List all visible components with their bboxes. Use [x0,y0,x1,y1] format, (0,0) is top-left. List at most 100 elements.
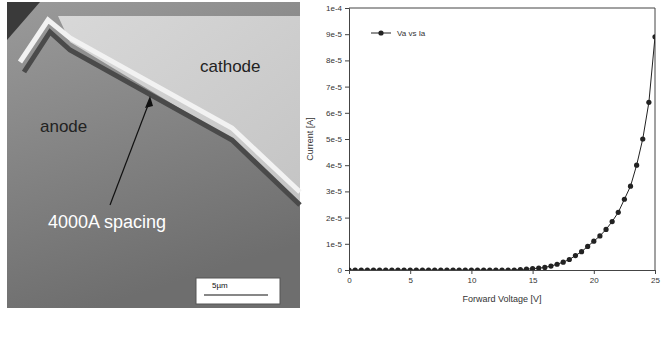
data-point [359,267,364,270]
frame-right [655,8,656,270]
data-point [512,267,517,270]
data-point [444,267,449,270]
data-point [518,267,523,270]
y-tick-label: 4e-5 [326,161,343,170]
data-point [371,267,376,270]
y-tick: 1e-4 [326,4,349,13]
data-point [420,267,425,270]
spacing-arrow [110,100,150,205]
data-point [432,267,437,270]
legend: Va vs Ia [371,29,426,38]
x-tick: 5 [408,270,413,285]
y-tick-label: 3e-5 [326,187,343,196]
data-point [450,267,455,270]
photo-background [7,2,300,308]
scale-bar-box [196,278,280,304]
data-point [561,260,566,265]
y-tick-label: 8e-5 [326,56,343,65]
y-tick-label: 6e-5 [326,109,343,118]
y-tick-mark [345,270,349,271]
x-tick: 20 [590,270,599,285]
data-point [524,267,529,270]
y-tick-label: 2e-5 [326,214,343,223]
y-tick-label: 1e-4 [326,4,343,13]
y-tick: 0 [338,266,349,275]
data-point [353,267,358,270]
data-point [365,267,370,270]
x-tick: 15 [529,270,538,285]
y-tick-mark [345,8,349,9]
y-tick-mark [345,244,349,245]
series-line [349,37,655,270]
plot-area [349,8,655,270]
x-axis-line [350,271,656,275]
data-point [530,266,535,270]
data-point [628,184,633,189]
data-point [597,233,602,238]
y-tick-mark [345,218,349,219]
x-tick-label: 5 [408,276,413,285]
x-tick-label: 20 [590,276,599,285]
legend-marker [378,30,383,35]
legend-label: Va vs Ia [397,29,426,38]
y-axis-line [345,9,350,271]
x-tick-mark [410,270,411,274]
sem-photo: cathodeanode4000A spacing5µm [7,2,300,308]
data-point [401,267,406,270]
data-point [640,136,645,141]
y-tick-mark [345,34,349,35]
y-tick: 8e-5 [326,56,349,65]
data-point [457,267,462,270]
y-tick-label: 1e-5 [326,240,343,249]
y-tick: 1e-5 [326,240,349,249]
data-point [493,267,498,270]
x-tick: 0 [347,270,352,285]
y-tick-mark [345,139,349,140]
data-point [438,267,443,270]
x-tick: 10 [467,270,476,285]
x-tick-mark [655,270,656,274]
frame-top [349,8,655,9]
data-point [481,267,486,270]
y-tick: 7e-5 [326,83,349,92]
y-tick-label: 7e-5 [326,83,343,92]
x-axis-title: Forward Voltage [V] [462,294,541,304]
x-tick-mark [471,270,472,274]
data-point [426,267,431,270]
y-tick-label: 0 [338,266,343,275]
data-point [536,266,541,270]
y-tick: 3e-5 [326,187,349,196]
y-tick: 5e-5 [326,135,349,144]
data-point [542,265,547,270]
marks [349,34,655,270]
x-tick: 25 [651,270,660,285]
x-tick-label: 15 [529,276,538,285]
x-tick-mark [594,270,595,274]
y-tick: 2e-5 [326,214,349,223]
spacing-arrowhead [145,96,153,108]
y-tick: 9e-5 [326,30,349,39]
dark-edge [7,2,40,40]
data-point [603,227,608,232]
data-point [469,267,474,270]
data-point [634,163,639,168]
y-tick: 4e-5 [326,161,349,170]
data-point [487,267,492,270]
y-tick-mark [345,87,349,88]
data-point [652,34,655,39]
y-tick-label: 5e-5 [326,135,343,144]
data-point [463,267,468,270]
y-tick: 6e-5 [326,109,349,118]
x-axis: 0 5 10 15 20 25 [347,270,660,285]
data-point [591,239,596,244]
scale-bar [204,294,268,295]
data-point [567,257,572,262]
data-point [646,100,651,105]
data-point [475,267,480,270]
data-point [377,267,382,270]
figure: cathodeanode4000A spacing5µm 0 5 10 15 20 25 0 1… [0,0,665,341]
data-point [610,219,615,224]
y-tick-mark [345,60,349,61]
data-point [616,210,621,215]
data-point [408,267,413,270]
